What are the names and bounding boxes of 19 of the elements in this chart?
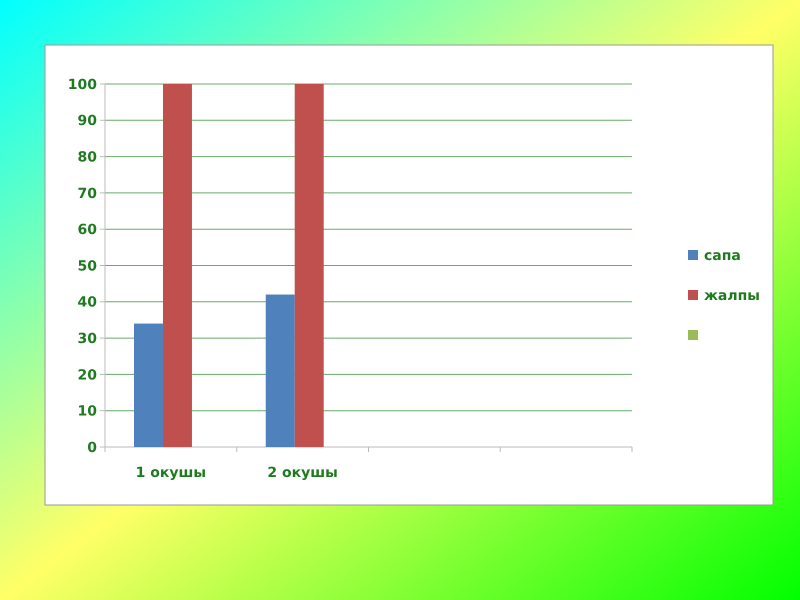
bar bbox=[162, 84, 192, 447]
y-tick-label: 20 bbox=[78, 367, 98, 384]
legend-label: сапа bbox=[704, 248, 741, 264]
y-tick-label: 70 bbox=[78, 186, 98, 202]
y-tick-label: 60 bbox=[78, 222, 98, 238]
y-tick-label: 100 bbox=[68, 76, 98, 93]
bar bbox=[266, 294, 295, 447]
y-tick-label: 10 bbox=[78, 404, 98, 420]
y-tick-label: 90 bbox=[78, 113, 98, 130]
y-tick-label: 0 bbox=[87, 440, 98, 456]
y-tick-label: 30 bbox=[78, 331, 98, 347]
bar bbox=[134, 324, 163, 447]
y-tick-label: 40 bbox=[78, 294, 98, 311]
legend-label: жалпы bbox=[704, 288, 760, 304]
y-tick-label: 50 bbox=[78, 258, 98, 274]
x-tick-label: 2 окушы bbox=[267, 465, 338, 481]
bar bbox=[294, 84, 324, 447]
x-tick-label: 1 окушы bbox=[136, 465, 206, 481]
y-tick-label: 80 bbox=[78, 150, 98, 166]
